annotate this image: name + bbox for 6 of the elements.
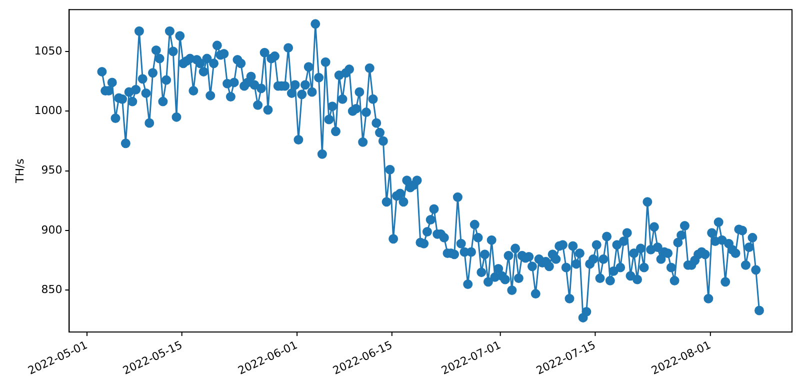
y-tick-label: 1000 (34, 104, 62, 117)
y-tick-label: 1050 (34, 44, 62, 58)
y-tick-label: 950 (41, 164, 62, 177)
y-tick-label: 850 (41, 283, 62, 296)
y-axis-title: TH/s (13, 158, 26, 184)
y-tick-label: 900 (41, 223, 62, 236)
